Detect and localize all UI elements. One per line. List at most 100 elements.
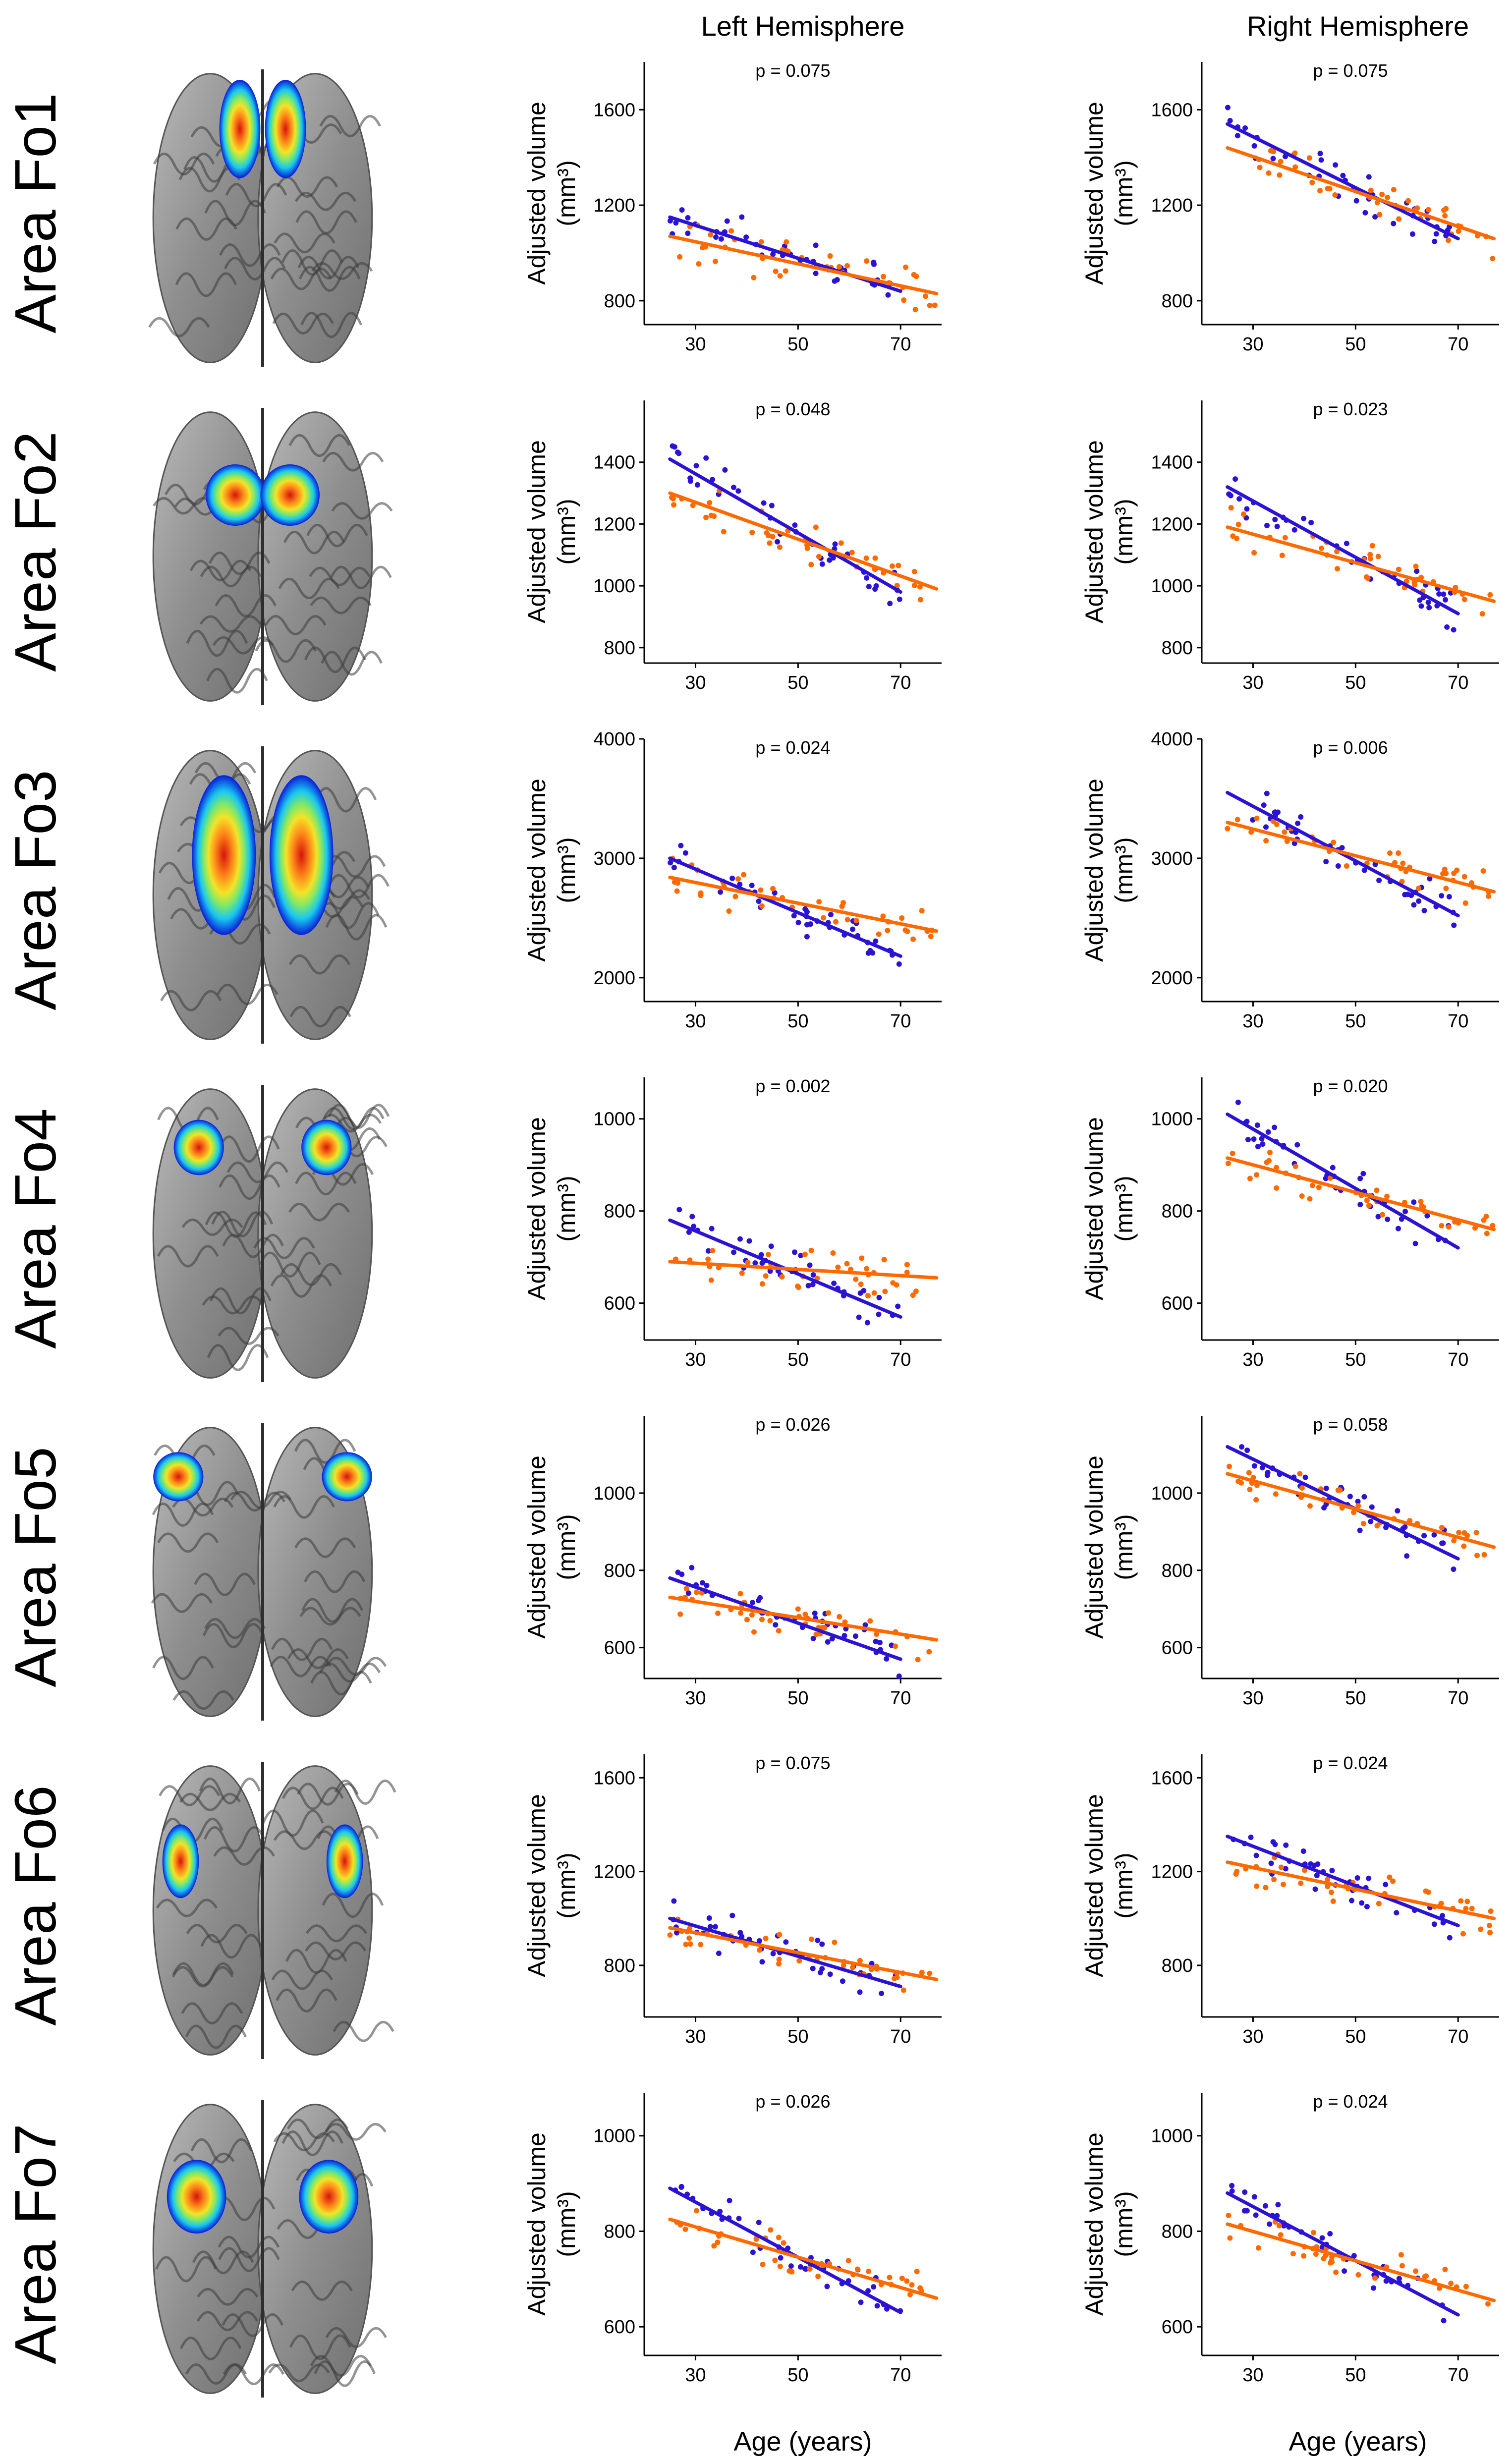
data-point-blue — [1371, 2285, 1377, 2291]
data-point-orange — [1292, 150, 1298, 156]
x-tick-label: 50 — [1345, 334, 1366, 355]
gyrus-line — [318, 902, 380, 929]
area-label: Area Fo4 — [3, 1108, 68, 1348]
gyrus-line — [295, 1172, 357, 1195]
data-point-orange — [735, 876, 741, 882]
data-point-orange — [1443, 886, 1449, 892]
x-tick-label: 50 — [787, 1011, 808, 1032]
data-point-orange — [848, 1266, 854, 1272]
data-point-blue — [1441, 2318, 1447, 2324]
data-point-orange — [867, 1618, 873, 1624]
area-label: Area Fo1 — [3, 93, 68, 333]
data-point-orange — [1376, 1900, 1382, 1906]
data-point-blue — [1376, 877, 1382, 883]
data-point-blue — [729, 875, 735, 881]
x-tick-label: 70 — [890, 1688, 911, 1709]
data-point-blue — [1319, 2235, 1325, 2241]
gyrus-line — [300, 312, 362, 338]
gyrus-line — [324, 855, 386, 878]
data-point-orange — [1460, 1931, 1466, 1937]
data-point-orange — [1425, 207, 1431, 213]
data-point-orange — [1480, 868, 1486, 874]
data-point-blue — [1264, 790, 1270, 796]
y-axis-unit: (mm³) — [553, 1514, 580, 1580]
data-point-orange — [1257, 165, 1263, 170]
data-point-blue — [1239, 1444, 1245, 1450]
data-point-orange — [776, 2235, 782, 2240]
data-point-orange — [1463, 2284, 1469, 2290]
data-point-blue — [1421, 907, 1427, 913]
p-value-label: p = 0.075 — [1313, 60, 1388, 81]
data-point-blue — [749, 883, 755, 889]
data-point-orange — [795, 1284, 801, 1289]
data-point-blue — [1396, 2276, 1402, 2282]
data-point-blue — [810, 1965, 816, 1971]
gyrus-line — [274, 1830, 336, 1850]
data-point-blue — [1375, 1214, 1381, 1220]
y-tick-label: 1000 — [1151, 576, 1193, 597]
data-point-blue — [671, 1898, 677, 1904]
x-tick-label: 30 — [1242, 2365, 1263, 2386]
y-axis-unit: (mm³) — [1110, 160, 1138, 226]
gyrus-line — [285, 1949, 347, 1974]
data-point-orange — [667, 1932, 673, 1938]
data-point-orange — [715, 2239, 721, 2245]
regression-line-blue — [668, 1916, 902, 1988]
data-point-blue — [1227, 117, 1233, 123]
data-point-orange — [1332, 192, 1338, 198]
data-point-blue — [1402, 1209, 1408, 1215]
data-point-orange — [744, 1617, 750, 1622]
gyrus-line — [305, 1924, 367, 1943]
data-point-orange — [859, 1255, 865, 1261]
data-point-blue — [778, 2255, 784, 2261]
brain-map — [151, 1423, 387, 1721]
data-point-blue — [827, 1971, 833, 1977]
data-point-orange — [904, 1262, 910, 1268]
data-point-orange — [904, 1269, 910, 1275]
data-point-orange — [1310, 2230, 1316, 2235]
data-point-blue — [761, 500, 767, 506]
data-point-orange — [710, 1248, 716, 1254]
gyrus-line — [224, 257, 286, 280]
data-point-blue — [803, 2266, 809, 2272]
data-point-blue — [773, 1622, 779, 1628]
data-point-orange — [864, 258, 870, 264]
data-point-blue — [770, 251, 776, 257]
data-point-orange — [1274, 1165, 1280, 1171]
gyrus-line — [217, 984, 279, 1005]
data-point-blue — [1251, 1463, 1257, 1469]
x-tick-label: 70 — [890, 2365, 911, 2386]
data-point-orange — [674, 888, 680, 894]
data-point-orange — [1278, 2232, 1284, 2238]
data-point-blue — [804, 909, 810, 915]
data-point-blue — [1321, 1505, 1327, 1510]
y-tick-label: 1600 — [1151, 100, 1193, 120]
data-point-orange — [1238, 1480, 1244, 1486]
gyrus-line — [325, 2123, 387, 2141]
data-point-blue — [1264, 1472, 1270, 1478]
data-point-orange — [708, 1277, 714, 1283]
data-point-orange — [899, 2275, 905, 2281]
data-point-orange — [1486, 894, 1492, 899]
gyrus-line — [333, 2020, 394, 2042]
gyrus-line — [321, 651, 383, 676]
gyrus-line — [253, 1237, 315, 1259]
gyrus-line — [294, 1439, 356, 1464]
gyrus-line — [199, 615, 261, 633]
data-point-orange — [699, 245, 705, 251]
data-point-orange — [1399, 879, 1405, 885]
gyrus-line — [288, 1203, 350, 1222]
gyrus-line — [200, 565, 262, 588]
data-point-orange — [816, 899, 822, 905]
data-point-blue — [896, 961, 902, 967]
gyrus-line — [328, 874, 390, 898]
data-point-orange — [1226, 1161, 1232, 1167]
p-value-label: p = 0.024 — [1313, 1753, 1388, 1773]
x-tick-label: 70 — [890, 672, 911, 693]
regression-line-orange — [668, 875, 939, 933]
data-point-orange — [1464, 1533, 1470, 1539]
x-axis-label-left: Age (years) — [733, 2427, 872, 2457]
data-point-orange — [1281, 1881, 1287, 1887]
data-point-blue — [876, 1294, 882, 1300]
data-point-orange — [1399, 2263, 1405, 2269]
